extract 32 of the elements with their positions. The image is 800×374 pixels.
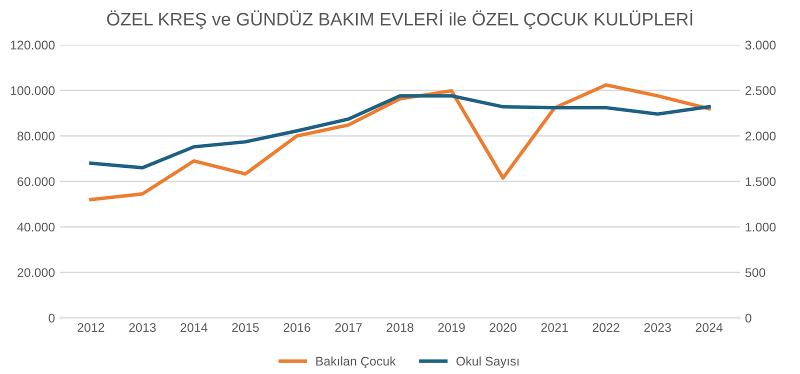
x-tick-label: 2021 <box>541 323 568 332</box>
y2-tick-label: 2.000 <box>745 132 776 141</box>
y-tick-label: 0 <box>48 314 55 323</box>
y2-tick-label: 2.500 <box>745 86 776 96</box>
x-tick-label: 2015 <box>232 323 259 332</box>
y2-tick-label: 500 <box>745 268 766 278</box>
x-tick-label: 2014 <box>180 323 208 332</box>
y2-tick-label: 3.000 <box>745 40 776 50</box>
chart-title: ÖZEL KREŞ ve GÜNDÜZ BAKIM EVLERİ ile ÖZEL ÇOCUK KULÜPLERİ <box>107 10 692 30</box>
y-tick-label: 60.000 <box>18 177 55 186</box>
x-tick-label: 2020 <box>490 323 516 332</box>
legend-label: Okul Sayısı <box>456 356 519 368</box>
y-tick-label: 120.000 <box>10 40 55 50</box>
x-tick-label: 2019 <box>438 323 465 332</box>
y2-tick-label: 0 <box>745 314 752 323</box>
x-tick-label: 2017 <box>335 323 362 332</box>
legend-label: Bakılan Çocuk <box>316 356 396 368</box>
y-tick-label: 80.000 <box>17 132 55 141</box>
x-tick-label: 2018 <box>386 323 414 332</box>
x-tick-label: 2016 <box>284 323 310 332</box>
x-tick-label: 2024 <box>696 323 723 332</box>
line-series <box>89 94 711 170</box>
y2-tick-label: 1.000 <box>746 222 776 232</box>
y-tick-label: 100.000 <box>10 86 55 96</box>
x-tick-label: 2022 <box>592 323 620 332</box>
line-series <box>89 83 711 202</box>
y2-tick-label: 1.500 <box>746 177 776 186</box>
x-tick-label: 2012 <box>78 323 104 332</box>
x-tick-label: 2013 <box>129 323 156 332</box>
x-tick-label: 2023 <box>644 323 671 332</box>
y-tick-label: 20.000 <box>18 268 55 278</box>
y-tick-label: 40.000 <box>17 222 55 232</box>
